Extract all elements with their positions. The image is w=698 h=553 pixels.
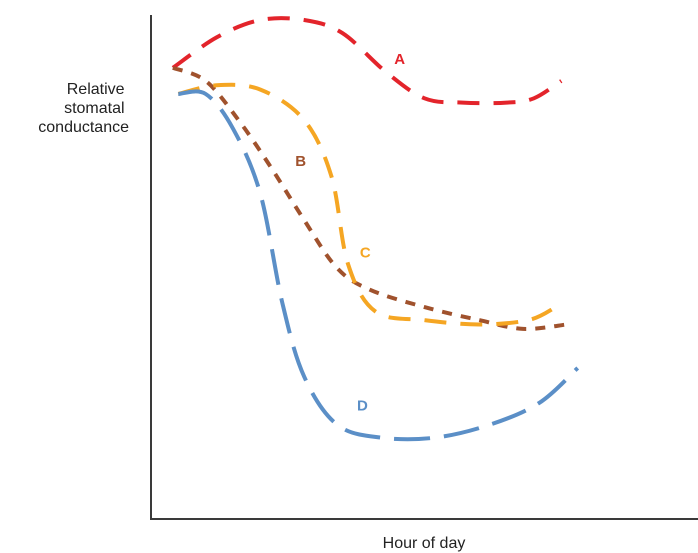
- series-line-c: [177, 82, 557, 327]
- y-axis-label-line-1: Relative: [67, 81, 125, 98]
- y-axis-label: Relative stomatal conductance: [38, 81, 129, 136]
- series-line-d: [178, 89, 580, 442]
- series-label-c: C: [360, 245, 371, 262]
- x-axis-label: Hour of day: [383, 535, 466, 552]
- series-layer: A B C D: [171, 16, 580, 442]
- series-label-a: A: [394, 51, 405, 68]
- y-axis-label-line-2: stomatal: [64, 100, 124, 117]
- series-line-b: [172, 65, 567, 331]
- series-line-a: [171, 16, 563, 106]
- series-label-b: B: [295, 153, 306, 170]
- y-axis-label-line-3: conductance: [38, 119, 129, 136]
- series-label-d: D: [357, 398, 368, 415]
